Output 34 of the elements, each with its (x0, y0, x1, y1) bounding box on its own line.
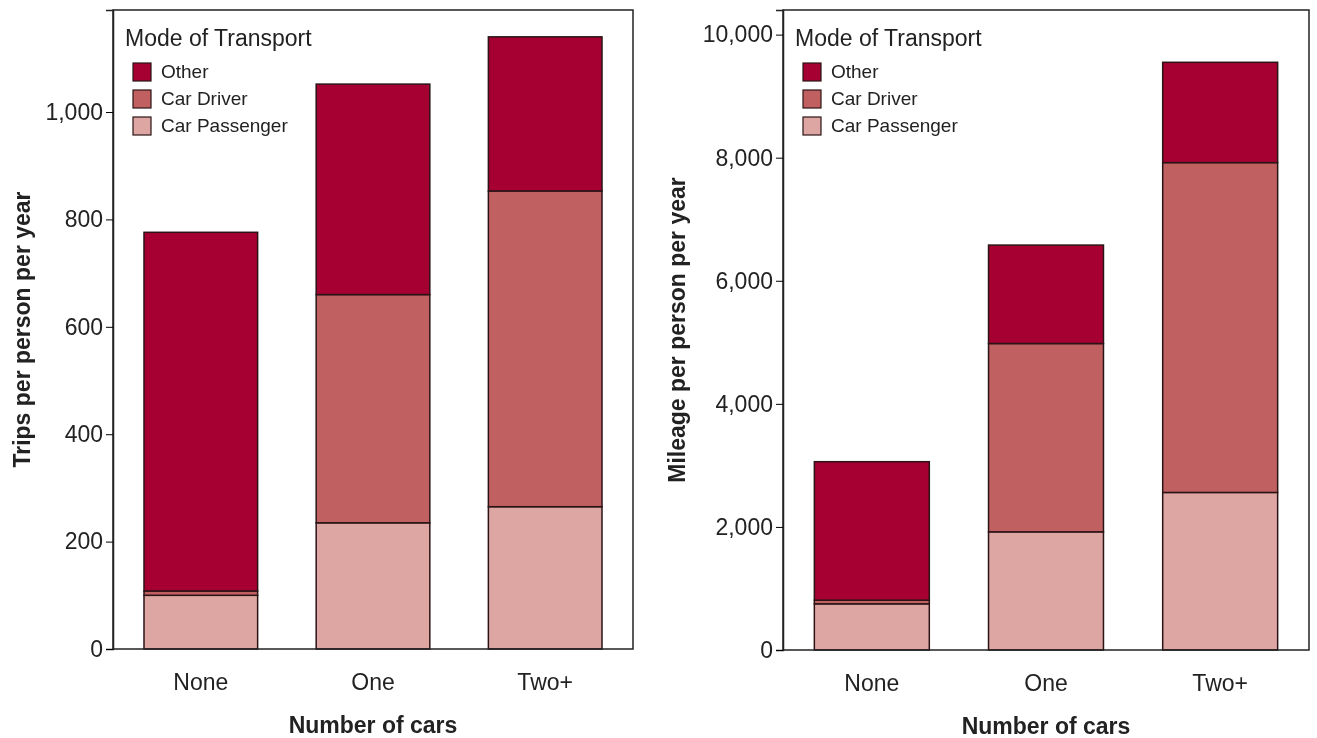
bar (143, 594, 259, 650)
y-tick-label: 600 (64, 313, 103, 340)
bar (143, 231, 259, 592)
y-tick-label: 4,000 (715, 390, 773, 417)
y-tick-label: 0 (760, 636, 773, 663)
y-tick-label: 10,000 (702, 21, 773, 48)
y-axis-title: Mileage per person per year (664, 177, 690, 483)
legend-label: Other (831, 61, 880, 82)
bar (813, 460, 931, 601)
y-tick-label: 1,000 (45, 98, 103, 125)
x-axis-title: Number of cars (961, 713, 1131, 738)
y-tick-label: 200 (64, 528, 103, 555)
x-axis-title: Number of cars (288, 712, 458, 738)
legend-label: Car Passenger (831, 115, 959, 136)
y-axis-title: Trips per person per year (9, 191, 35, 468)
y-tick-label: 800 (64, 206, 103, 233)
y-tick-label: 0 (90, 635, 103, 662)
x-tick-label: One (1024, 670, 1068, 697)
x-tick-label: Two+ (1192, 670, 1248, 697)
y-tick-label: 2,000 (715, 513, 773, 540)
y-tick-label: 400 (64, 421, 103, 448)
legend-label: Car Driver (831, 88, 919, 109)
legend-title: Mode of Transport (795, 25, 983, 51)
legend-label: Car Driver (161, 88, 249, 109)
y-tick-label: 8,000 (715, 144, 773, 171)
x-tick-label: One (351, 669, 395, 696)
y-tick-label: 6,000 (715, 267, 773, 294)
legend-title: Mode of Transport (125, 25, 313, 51)
x-tick-label: None (844, 670, 900, 697)
legend-label: Other (161, 61, 210, 82)
x-tick-label: None (173, 669, 229, 696)
bar (813, 603, 931, 651)
x-tick-label: Two+ (517, 669, 573, 696)
legend-label: Car Passenger (161, 115, 289, 136)
